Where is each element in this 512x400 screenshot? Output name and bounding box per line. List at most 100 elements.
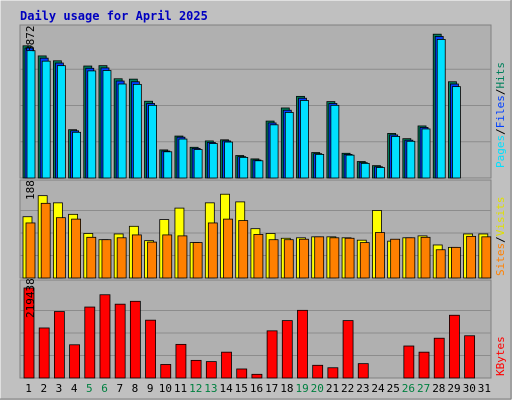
bars <box>22 33 492 379</box>
bar-pages-day-19 <box>300 100 309 179</box>
bar-kbytes-day-5 <box>84 306 96 379</box>
bar-pages-day-22 <box>345 154 355 179</box>
bar-pages-day-15 <box>239 157 249 179</box>
x-tick-label-17: 17 <box>265 382 278 395</box>
bar-sites-day-10 <box>162 234 173 279</box>
bar-sites-day-17 <box>268 239 279 279</box>
bar-sites-day-28 <box>435 249 446 279</box>
x-tick-label-24: 24 <box>371 382 385 395</box>
legend-files: Files <box>494 95 507 128</box>
x-tick-label-18: 18 <box>280 382 293 395</box>
bar-pages-day-6 <box>102 70 112 179</box>
x-tick-label-7: 7 <box>116 382 123 395</box>
x-tick-label-26: 26 <box>402 382 415 395</box>
bar-kbytes-day-21 <box>327 367 339 379</box>
x-tick-label-21: 21 <box>326 382 339 395</box>
bar-sites-day-15 <box>238 220 249 279</box>
bar-sites-day-2 <box>40 202 51 279</box>
panel-bottom-bg <box>19 279 492 379</box>
bar-kbytes-day-27 <box>418 351 430 379</box>
bar-kbytes-day-30 <box>464 335 476 379</box>
x-tick-label-23: 23 <box>356 382 369 395</box>
x-tick-label-13: 13 <box>204 382 217 395</box>
bar-pages-day-5 <box>87 70 97 179</box>
legend-sep-1: / <box>494 128 507 135</box>
bar-sites-day-9 <box>147 241 157 279</box>
bar-kbytes-day-19 <box>297 309 308 379</box>
bar-kbytes-day-28 <box>433 337 445 379</box>
x-axis-labels: 1 2 3 4 5 6 7 8 9 10 11 12 13 14 15 16 17 18 19 20 21 22 23 24 2… <box>25 382 491 395</box>
x-tick-label-5: 5 <box>86 382 93 395</box>
x-tick-label-31: 31 <box>478 382 491 395</box>
legend-hits: Hits <box>494 62 507 89</box>
bar-sites-day-1 <box>25 222 36 279</box>
x-tick-label-9: 9 <box>147 382 154 395</box>
bar-pages-day-13 <box>208 143 218 179</box>
bar-sites-day-24 <box>375 232 385 279</box>
bar-sites-day-21 <box>329 237 340 279</box>
bar-pages-day-4 <box>72 131 81 179</box>
bar-pages-day-7 <box>117 83 127 179</box>
bar-pages-day-28 <box>436 39 446 179</box>
bar-pages-day-26 <box>406 140 416 179</box>
bar-pages-day-12 <box>193 149 203 179</box>
bar-pages-day-2 <box>41 60 51 179</box>
bar-kbytes-day-13 <box>205 361 217 379</box>
x-tick-label-27: 27 <box>417 382 430 395</box>
bar-kbytes-day-14 <box>221 351 232 379</box>
bar-sites-day-11 <box>177 235 188 279</box>
legend-kbytes: KBytes <box>494 336 507 376</box>
bar-pages-day-11 <box>178 138 188 179</box>
bar-sites-day-20 <box>314 236 325 279</box>
bar-kbytes-day-11 <box>175 343 187 379</box>
bar-sites-day-26 <box>405 237 416 279</box>
bar-pages-day-16 <box>254 160 264 179</box>
bar-kbytes-day-16 <box>251 373 263 379</box>
bar-pages-day-14 <box>224 141 233 179</box>
legend-sep-2: / <box>494 89 507 96</box>
bar-kbytes-day-4 <box>69 344 80 379</box>
legend-sites: Sites <box>494 243 507 276</box>
x-tick-label-20: 20 <box>311 382 324 395</box>
x-tick-label-16: 16 <box>250 382 263 395</box>
legend-visits: Visits <box>494 197 507 237</box>
bar-kbytes-day-10 <box>160 364 172 379</box>
x-tick-label-1: 1 <box>25 382 32 395</box>
middle-legend: Sites/Visits <box>494 197 507 277</box>
x-tick-label-25: 25 <box>387 382 400 395</box>
bar-pages-day-3 <box>56 65 66 179</box>
x-tick-label-15: 15 <box>235 382 248 395</box>
bar-kbytes-day-17 <box>266 330 278 379</box>
x-tick-label-22: 22 <box>341 382 354 395</box>
bar-pages-day-8 <box>132 83 142 179</box>
bar-kbytes-day-8 <box>129 300 141 379</box>
middle-max-label: 188 <box>24 180 37 200</box>
legend-sep-3: / <box>494 236 507 243</box>
x-tick-label-2: 2 <box>40 382 47 395</box>
bar-kbytes-day-22 <box>342 320 354 379</box>
bar-sites-day-3 <box>55 217 66 279</box>
bar-sites-day-5 <box>86 236 97 279</box>
bar-pages-day-23 <box>360 162 370 179</box>
x-tick-label-12: 12 <box>189 382 202 395</box>
x-tick-label-14: 14 <box>219 382 233 395</box>
bar-pages-day-10 <box>163 151 173 179</box>
legend-pages: Pages <box>494 135 507 168</box>
bar-sites-day-27 <box>420 236 431 279</box>
x-tick-label-11: 11 <box>174 382 187 395</box>
bar-kbytes-day-7 <box>114 303 126 379</box>
bar-kbytes-day-6 <box>99 294 111 379</box>
bar-pages-day-27 <box>421 128 431 179</box>
bar-sites-day-25 <box>390 238 401 279</box>
bar-sites-day-4 <box>71 218 81 279</box>
bar-sites-day-22 <box>344 237 355 279</box>
chart-title: Daily usage for April 2025 <box>20 9 208 23</box>
x-tick-label-3: 3 <box>56 382 63 395</box>
x-tick-label-19: 19 <box>295 382 308 395</box>
bar-pages-day-25 <box>391 136 401 179</box>
x-tick-label-29: 29 <box>447 382 460 395</box>
bar-sites-day-30 <box>466 235 477 279</box>
bar-pages-day-18 <box>284 112 294 179</box>
bar-kbytes-day-29 <box>449 314 460 379</box>
